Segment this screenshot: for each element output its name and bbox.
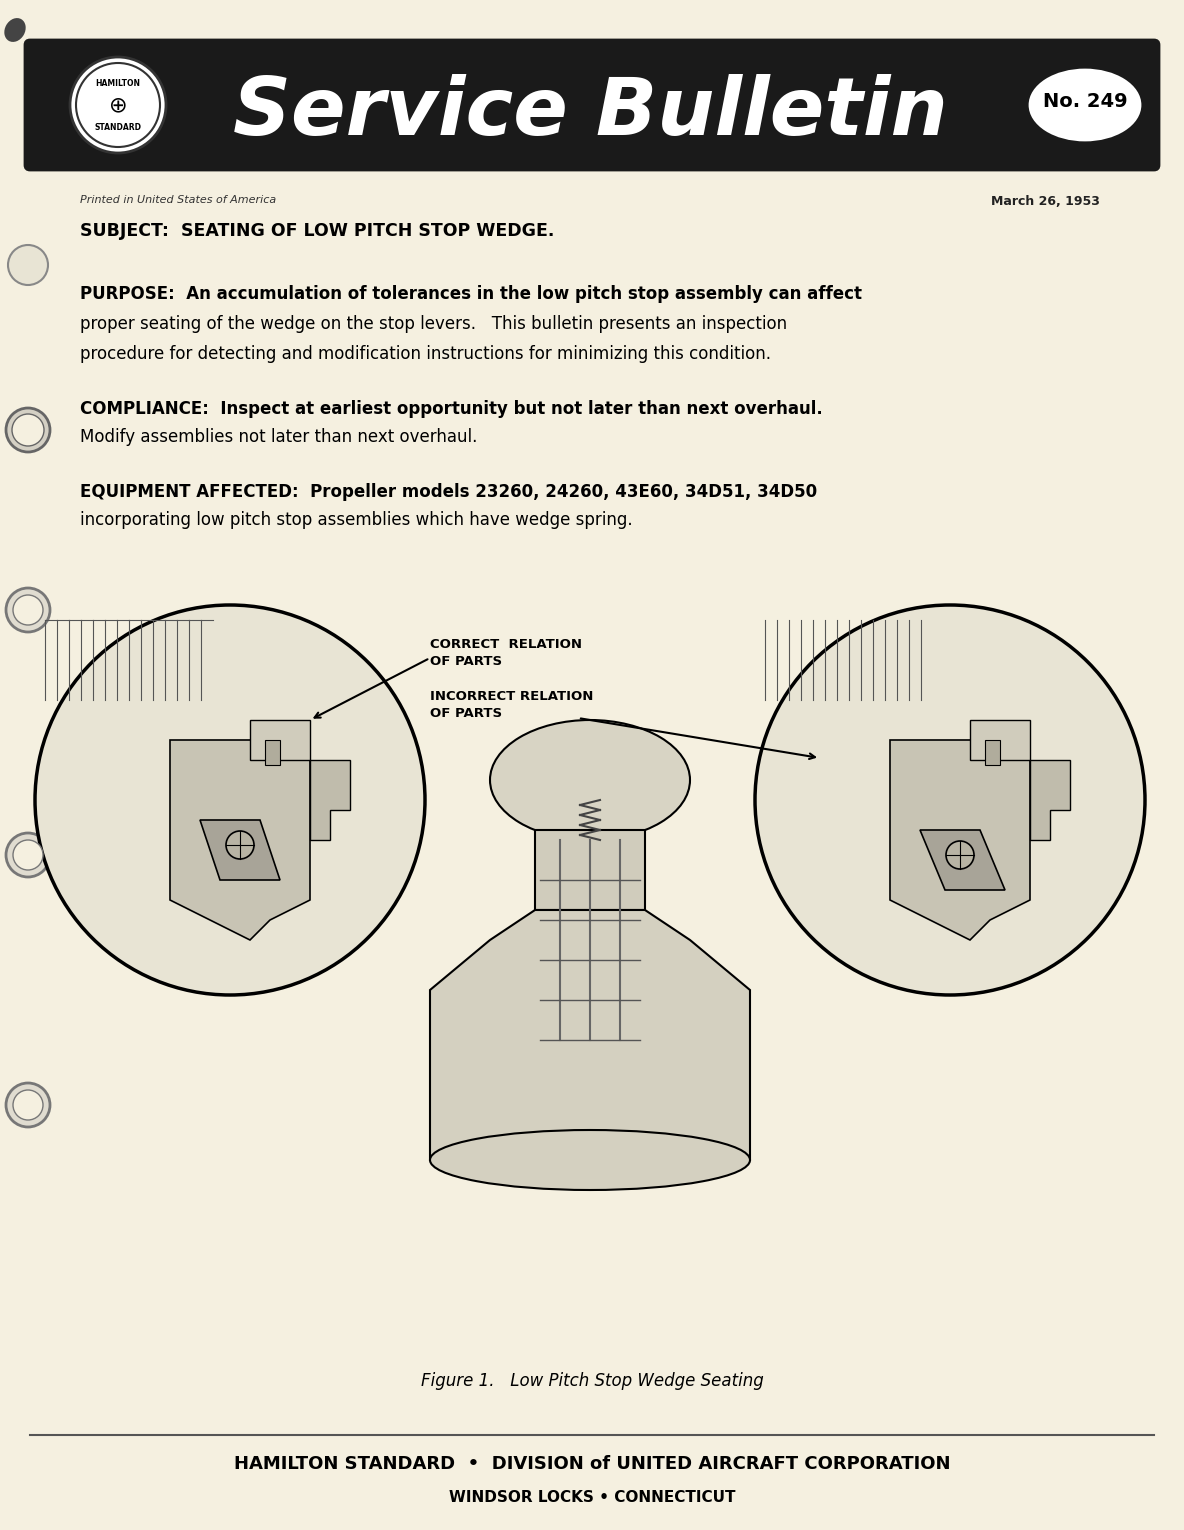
Ellipse shape [490,721,690,840]
Text: STANDARD: STANDARD [95,122,142,132]
FancyBboxPatch shape [25,40,1159,170]
Bar [970,721,1030,760]
Circle shape [13,840,43,871]
Circle shape [8,245,49,285]
Text: COMPLIANCE:  Inspect at earliest opportunity but not later than next overhaul.: COMPLIANCE: Inspect at earliest opportun… [81,399,823,418]
Text: HAMILTON STANDARD  •  DIVISION of UNITED AIRCRAFT CORPORATION: HAMILTON STANDARD • DIVISION of UNITED A… [233,1455,951,1473]
Bar [535,829,645,910]
Text: SUBJECT:  SEATING OF LOW PITCH STOP WEDGE.: SUBJECT: SEATING OF LOW PITCH STOP WEDGE… [81,222,554,240]
Circle shape [12,415,44,447]
Bar [30,1435,1154,1530]
Circle shape [6,409,50,451]
Circle shape [226,831,255,858]
Text: PURPOSE:  An accumulation of tolerances in the low pitch stop assembly can affec: PURPOSE: An accumulation of tolerances i… [81,285,862,303]
Circle shape [6,588,50,632]
Ellipse shape [5,18,26,41]
Circle shape [6,1083,50,1128]
Polygon shape [1030,760,1070,840]
Bar [250,721,310,760]
Text: EQUIPMENT AFFECTED:  Propeller models 23260, 24260, 43E60, 34D51, 34D50: EQUIPMENT AFFECTED: Propeller models 232… [81,483,817,500]
Polygon shape [200,820,279,880]
Text: ⊕: ⊕ [109,95,128,115]
Polygon shape [920,829,1005,890]
Bar [985,741,1000,765]
Text: procedure for detecting and modification instructions for minimizing this condit: procedure for detecting and modification… [81,344,771,363]
Polygon shape [170,741,310,939]
Ellipse shape [430,1131,749,1190]
Text: incorporating low pitch stop assemblies which have wedge spring.: incorporating low pitch stop assemblies … [81,511,632,529]
Bar [30,555,1154,1375]
Text: WINDSOR LOCKS • CONNECTICUT: WINDSOR LOCKS • CONNECTICUT [449,1490,735,1506]
Circle shape [13,595,43,624]
Ellipse shape [1030,70,1140,141]
Circle shape [946,842,974,869]
Text: Printed in United States of America: Printed in United States of America [81,194,276,205]
Polygon shape [430,910,749,1160]
Polygon shape [310,760,350,840]
Text: No. 249: No. 249 [1043,92,1127,110]
Text: March 26, 1953: March 26, 1953 [991,194,1100,208]
Circle shape [755,604,1145,994]
Circle shape [36,604,425,994]
Text: HAMILTON: HAMILTON [96,78,141,87]
Text: Figure 1.   Low Pitch Stop Wedge Seating: Figure 1. Low Pitch Stop Wedge Seating [420,1372,764,1389]
Text: CORRECT  RELATION
OF PARTS: CORRECT RELATION OF PARTS [430,638,583,669]
Circle shape [70,57,166,153]
Text: Modify assemblies not later than next overhaul.: Modify assemblies not later than next ov… [81,428,477,447]
Text: proper seating of the wedge on the stop levers.   This bulletin presents an insp: proper seating of the wedge on the stop … [81,315,787,334]
Text: Service Bulletin: Service Bulletin [232,73,947,151]
Text: INCORRECT RELATION
OF PARTS: INCORRECT RELATION OF PARTS [430,690,593,721]
Bar [265,741,279,765]
Circle shape [13,1089,43,1120]
Circle shape [6,832,50,877]
Polygon shape [890,741,1030,939]
